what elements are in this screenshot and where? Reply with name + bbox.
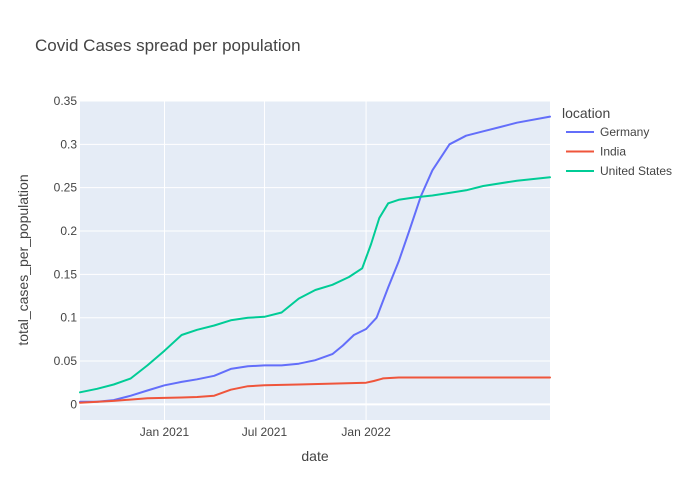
x-tick-label: Jan 2021 bbox=[140, 425, 190, 439]
y-tick-label: 0.3 bbox=[60, 137, 77, 151]
legend-item-germany: Germany bbox=[600, 125, 649, 139]
y-axis-title: total_cases_per_population bbox=[15, 174, 31, 345]
chart-title: Covid Cases spread per population bbox=[35, 36, 301, 55]
x-axis-title: date bbox=[301, 448, 328, 464]
plot-area bbox=[80, 101, 550, 420]
series-layer bbox=[79, 115, 551, 404]
grid bbox=[80, 100, 550, 420]
y-tick-label: 0.1 bbox=[60, 311, 77, 325]
x-axis-ticks: Jan 2021 Jul 2021 Jan 2022 bbox=[140, 425, 391, 439]
y-tick-label: 0 bbox=[70, 397, 77, 411]
legend-item-india: India bbox=[600, 145, 626, 159]
series-line-india bbox=[79, 376, 551, 404]
x-tick-label: Jan 2022 bbox=[341, 425, 391, 439]
legend: location Germany India United States bbox=[562, 105, 672, 178]
y-tick-label: 0.35 bbox=[54, 94, 78, 108]
x-tick-label: Jul 2021 bbox=[242, 425, 288, 439]
legend-item-united-states: United States bbox=[600, 164, 672, 178]
y-tick-label: 0.25 bbox=[54, 181, 78, 195]
y-tick-label: 0.2 bbox=[60, 224, 77, 238]
series-line-united-states bbox=[79, 176, 551, 394]
y-tick-label: 0.05 bbox=[54, 354, 78, 368]
legend-title: location bbox=[562, 105, 610, 121]
y-tick-label: 0.15 bbox=[54, 267, 78, 281]
y-axis-ticks: 0 0.05 0.1 0.15 0.2 0.25 0.3 0.35 bbox=[54, 94, 78, 411]
series-line-germany bbox=[79, 115, 551, 403]
